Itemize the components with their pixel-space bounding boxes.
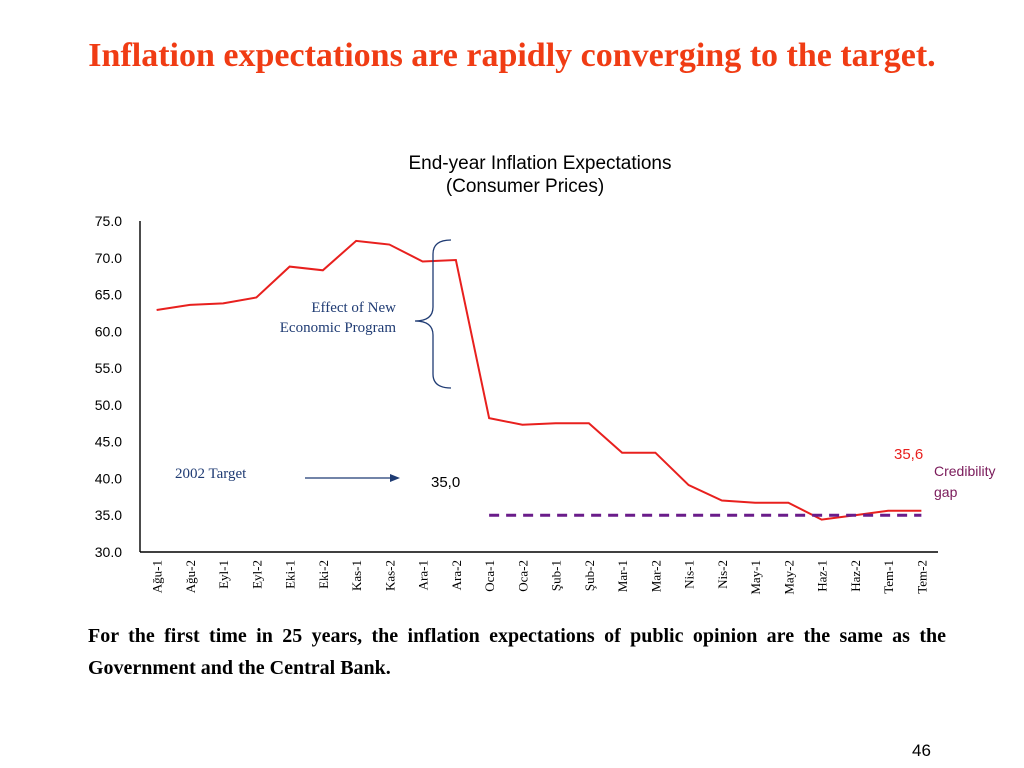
x-tick-label: Tem-1	[881, 560, 896, 594]
y-tick-label: 70.0	[95, 250, 122, 266]
x-tick-label: Kas-1	[349, 560, 364, 591]
x-tick-label: May-1	[748, 560, 763, 595]
x-tick-label: Haz-2	[848, 560, 863, 592]
chart-title: End-year Inflation Expectations (Consume…	[330, 153, 750, 199]
x-tick-label: Oca-1	[482, 560, 497, 592]
x-tick-label: Şub-2	[582, 560, 597, 591]
y-tick-label: 35.0	[95, 507, 122, 523]
expectations-line	[156, 239, 922, 521]
target-arrow-head	[390, 474, 400, 482]
page-number: 46	[912, 741, 931, 760]
x-tick-label: Kas-2	[382, 560, 397, 591]
x-tick-label: Nis-2	[715, 560, 730, 589]
credibility-label-line1: Credibility	[934, 463, 995, 479]
x-tick-label: May-2	[781, 560, 796, 595]
x-tick-label: Haz-1	[815, 560, 830, 592]
slide-footnote: For the first time in 25 years, the infl…	[88, 625, 946, 679]
y-tick-label: 55.0	[95, 360, 122, 376]
x-tick-label: Ara-1	[416, 560, 431, 590]
program-brace	[414, 239, 452, 389]
x-tick-label: Eki-2	[316, 560, 331, 589]
y-tick-label: 65.0	[95, 287, 122, 303]
x-tick-label: Ara-2	[449, 560, 464, 590]
x-tick-label: Ağu-2	[183, 560, 198, 593]
x-tick-label: Tem-2	[914, 560, 929, 594]
chart-title-line1: End-year Inflation Expectations	[408, 153, 672, 174]
y-tick-label: 50.0	[95, 397, 122, 413]
x-tick-label: Oca-2	[515, 560, 530, 592]
target-value-label: 35,0	[431, 474, 460, 491]
credibility-label-line2: gap	[934, 484, 958, 500]
program-label-line1: Effect of New	[311, 300, 396, 316]
x-tick-label: Mar-2	[648, 560, 663, 592]
x-tick-label: Nis-1	[682, 560, 697, 589]
chart-subtitle: (Consumer Prices)	[445, 175, 605, 197]
y-tick-label: 30.0	[95, 544, 122, 560]
y-tick-label: 75.0	[95, 213, 122, 229]
slide-title: Inflation expectations are rapidly conve…	[88, 37, 936, 74]
x-tick-label: Ağu-1	[150, 560, 165, 593]
y-tick-label: 40.0	[95, 470, 122, 486]
program-label-line2: Economic Program	[280, 320, 397, 336]
y-tick-label: 45.0	[95, 434, 122, 450]
x-tick-label: Mar-1	[615, 560, 630, 592]
target-label: 2002 Target	[175, 466, 247, 482]
x-tick-label: Eyl-2	[249, 560, 264, 589]
x-tick-label: Eyl-1	[216, 560, 231, 589]
x-tick-label: Şub-1	[549, 560, 564, 591]
last-value-label: 35,6	[894, 446, 923, 463]
y-tick-label: 60.0	[95, 323, 122, 339]
x-tick-label: Eki-1	[283, 560, 298, 589]
